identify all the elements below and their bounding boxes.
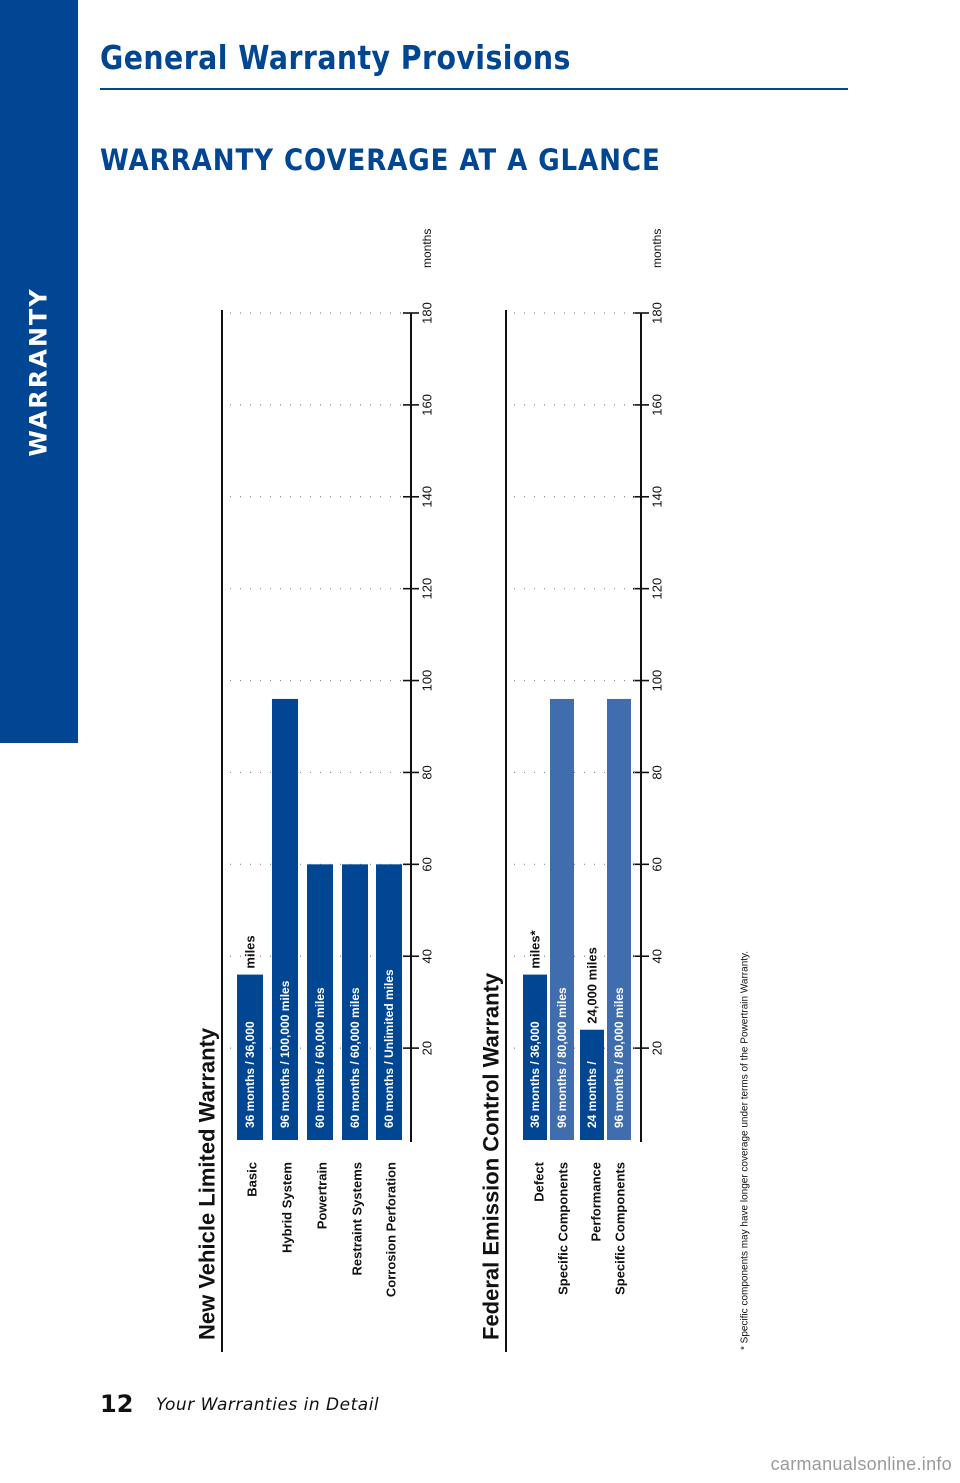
chart-footnote: * Specific components may have longer co…: [740, 951, 751, 1350]
bar-emission-0-1: [550, 698, 574, 1140]
bar-emission-0-0-label: 36 months / 36,000: [528, 1021, 542, 1128]
bar-basic: [237, 974, 263, 1140]
bar-basic-after-text: miles: [243, 935, 258, 968]
bar-emission-0-0-after-text: miles*: [528, 929, 543, 968]
axis-tick-label: 120: [650, 578, 665, 600]
bar-corrosion-perforation: [376, 864, 402, 1140]
page-title: General Warranty Provisions: [100, 38, 571, 77]
axis-tick-label: 140: [650, 486, 665, 508]
watermark: carmanualsonline.info: [770, 1454, 952, 1474]
footer-text: Your Warranties in Detail: [156, 1395, 380, 1415]
axis-tick-label: 120: [420, 578, 435, 600]
bar-hybrid-system: [272, 698, 298, 1140]
bar-powertrain: [307, 864, 333, 1140]
category-label: Hybrid System: [280, 1162, 295, 1253]
axis-tick-label: 20: [420, 1041, 435, 1055]
bar-restraint-systems-label: 60 months / 60,000 miles: [348, 987, 362, 1128]
bar-emission-1-0-label: 24 months /: [585, 1061, 599, 1128]
page-number: 12: [100, 1390, 134, 1418]
axis-tick-label: 80: [420, 765, 435, 779]
axis-unit-label: months: [650, 229, 664, 268]
axis-tick-label: 60: [650, 857, 665, 871]
axis-tick-label: 100: [650, 670, 665, 692]
category-label: Powertrain: [315, 1162, 330, 1229]
axis-unit-label: months: [420, 229, 434, 268]
bar-emission-1-0-after-text: 24,000 miles: [585, 947, 600, 1024]
chart-title-new-vehicle: New Vehicle Limited Warranty: [195, 1027, 220, 1340]
category-label: Basic: [245, 1162, 260, 1197]
category-label: Defect: [532, 1161, 547, 1201]
bar-corrosion-perforation-label: 60 months / Unlimited miles: [382, 969, 396, 1128]
axis-tick-label: 40: [650, 949, 665, 963]
bar-emission-1-1: [607, 698, 631, 1140]
category-label: Performance: [589, 1162, 604, 1241]
axis-tick-label: 40: [420, 949, 435, 963]
axis-tick-label: 180: [420, 302, 435, 324]
bar-emission-1-1-label: 96 months / 80,000 miles: [612, 987, 626, 1128]
bar-powertrain-label: 60 months / 60,000 miles: [313, 987, 327, 1128]
category-label: Corrosion Perforation: [384, 1162, 399, 1297]
title-rule: [100, 88, 848, 90]
bar-basic-label: 36 months / 36,000: [243, 1021, 257, 1128]
category-label: Restraint Systems: [350, 1162, 365, 1275]
section-heading: WARRANTY COVERAGE AT A GLANCE: [100, 143, 661, 177]
bar-hybrid-system-label: 96 months / 100,000 miles: [278, 980, 292, 1128]
axis-tick-label: 140: [420, 486, 435, 508]
axis-tick-label: 80: [650, 765, 665, 779]
section-side-tab: [0, 0, 78, 743]
category-label: Specific Components: [613, 1162, 628, 1295]
axis-tick-label: 160: [420, 394, 435, 416]
bar-emission-0-1-label: 96 months / 80,000 miles: [555, 987, 569, 1128]
bar-emission-0-0: [523, 974, 547, 1140]
bar-emission-1-0: [580, 1029, 604, 1140]
axis-tick-label: 160: [650, 394, 665, 416]
axis-tick-label: 60: [420, 857, 435, 871]
axis-tick-label: 20: [650, 1041, 665, 1055]
category-label: Specific Components: [556, 1162, 571, 1295]
axis-tick-label: 180: [650, 302, 665, 324]
chart-title-federal-emission: Federal Emission Control Warranty: [479, 972, 504, 1340]
axis-tick-label: 100: [420, 670, 435, 692]
bar-restraint-systems: [342, 864, 368, 1140]
